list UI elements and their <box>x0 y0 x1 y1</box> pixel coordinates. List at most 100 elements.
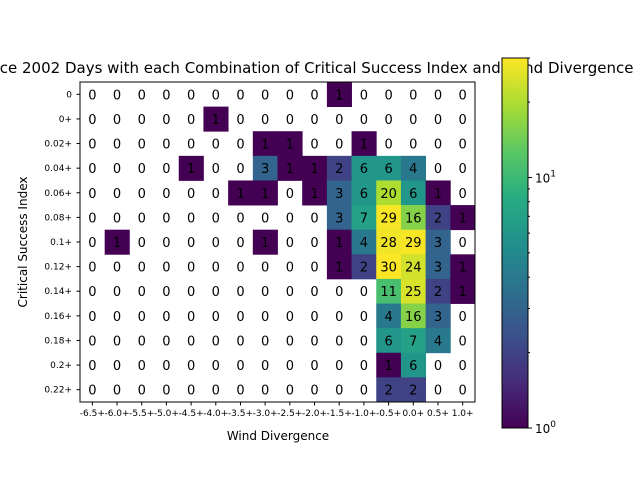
cell-value-label: 0 <box>88 211 96 226</box>
heatmap-cell <box>252 155 278 181</box>
cell-value-label: 0 <box>459 113 467 128</box>
cell-value-label: 0 <box>162 236 170 251</box>
heatmap-cell <box>351 131 377 157</box>
x-tick-label: 0.0+ <box>402 409 424 419</box>
y-tick-label: 0.02+ <box>44 140 72 150</box>
y-tick-label: 0.04+ <box>44 164 72 174</box>
cell-value-label: 0 <box>286 187 294 202</box>
cell-value-label: 0 <box>434 88 442 103</box>
cell-value-label: 0 <box>261 261 269 276</box>
heatmap-cell <box>425 229 451 255</box>
cell-value-label: 28 <box>380 236 397 251</box>
cell-value-label: 3 <box>335 187 343 202</box>
cell-value-label: 0 <box>138 310 146 325</box>
cell-value-label: 0 <box>286 359 294 374</box>
cell-value-label: 0 <box>261 384 269 399</box>
colorbar <box>501 57 529 429</box>
cell-value-label: 3 <box>434 261 442 276</box>
cell-value-label: 0 <box>434 162 442 177</box>
cell-value-label: 0 <box>360 334 368 349</box>
x-tick-label: -6.5+ <box>80 409 105 419</box>
heatmap-cell <box>376 180 402 206</box>
x-tick-label: -3.5+ <box>228 409 253 419</box>
cell-value-label: 11 <box>380 285 397 300</box>
heatmap-cell <box>326 205 352 231</box>
cell-value-label: 0 <box>335 285 343 300</box>
cell-value-label: 0 <box>113 334 121 349</box>
cell-value-label: 0 <box>113 88 121 103</box>
cell-value-label: 0 <box>162 359 170 374</box>
cell-value-label: 0 <box>286 261 294 276</box>
cell-value-label: 0 <box>88 384 96 399</box>
y-tick-label: 0.2+ <box>50 361 72 371</box>
x-tick-label: -3.0+ <box>253 409 278 419</box>
heatmap-cell <box>376 254 402 280</box>
cell-value-label: 4 <box>360 236 368 251</box>
cell-value-label: 7 <box>409 334 417 349</box>
cell-value-label: 0 <box>310 211 318 226</box>
cell-value-label: 0 <box>138 88 146 103</box>
cell-value-label: 0 <box>187 310 195 325</box>
cell-value-label: 0 <box>88 285 96 300</box>
heatmap-cell <box>326 254 352 280</box>
cell-value-label: 1 <box>212 113 220 128</box>
cell-value-label: 0 <box>113 138 121 153</box>
cell-value-label: 6 <box>409 187 417 202</box>
cell-value-label: 0 <box>286 211 294 226</box>
heatmap-cell <box>228 180 254 206</box>
heatmap-cell <box>326 155 352 181</box>
cell-value-label: 0 <box>138 334 146 349</box>
heatmap-cell <box>302 180 328 206</box>
x-tick-label: -6.0+ <box>104 409 129 419</box>
cell-value-label: 0 <box>236 285 244 300</box>
cell-value-label: 0 <box>88 236 96 251</box>
cell-value-label: 0 <box>384 88 392 103</box>
cell-value-label: 0 <box>138 261 146 276</box>
heatmap-cell <box>277 131 303 157</box>
cell-value-label: 1 <box>360 138 368 153</box>
cell-value-label: 0 <box>113 113 121 128</box>
cell-value-label: 0 <box>236 359 244 374</box>
cell-value-label: 0 <box>88 88 96 103</box>
cell-value-label: 0 <box>286 113 294 128</box>
cell-value-label: 0 <box>236 138 244 153</box>
cell-value-label: 0 <box>286 384 294 399</box>
y-tick-label: 0.08+ <box>44 213 72 223</box>
cell-value-label: 1 <box>335 261 343 276</box>
cell-value-label: 1 <box>335 88 343 103</box>
heatmap-cell <box>400 155 427 181</box>
cell-value-label: 0 <box>113 187 121 202</box>
heatmap-cell <box>252 131 278 157</box>
heatmap-cell <box>425 205 451 231</box>
cell-value-label: 0 <box>459 162 467 177</box>
heatmap-cell <box>425 254 451 280</box>
cell-value-label: 0 <box>88 162 96 177</box>
cell-value-label: 0 <box>138 384 146 399</box>
cell-value-label: 0 <box>113 285 121 300</box>
cell-value-label: 0 <box>360 310 368 325</box>
heatmap-cell <box>376 278 402 304</box>
y-axis-ticks: 0 0+ 0.02+ 0.04+ 0.06+ 0.08+ 0.1+ 0.12+ 0.14+ 0.1… <box>44 90 80 396</box>
cell-value-label: 2 <box>335 162 343 177</box>
cell-value-label: 0 <box>162 310 170 325</box>
cell-value-label: 0 <box>187 138 195 153</box>
cell-value-label: 2 <box>360 261 368 276</box>
x-tick-label: -4.0+ <box>203 409 228 419</box>
cell-value-label: 1 <box>459 285 467 300</box>
heatmap-cell <box>376 229 402 255</box>
y-tick-label: 0.1+ <box>50 238 72 248</box>
colorbar-tick-label: 100 <box>535 420 556 436</box>
cell-value-label: 0 <box>459 384 467 399</box>
cell-value-label: 0 <box>434 359 442 374</box>
cell-value-label: 0 <box>459 187 467 202</box>
cell-value-label: 1 <box>261 236 269 251</box>
y-tick-label: 0.16+ <box>44 312 72 322</box>
cell-value-label: 4 <box>409 162 417 177</box>
cell-value-label: 29 <box>405 236 422 251</box>
cell-value-label: 1 <box>286 138 294 153</box>
cell-value-label: 0 <box>212 88 220 103</box>
cell-value-label: 0 <box>360 359 368 374</box>
cell-value-label: 0 <box>310 261 318 276</box>
cell-value-label: 0 <box>138 236 146 251</box>
cell-value-label: 0 <box>138 211 146 226</box>
